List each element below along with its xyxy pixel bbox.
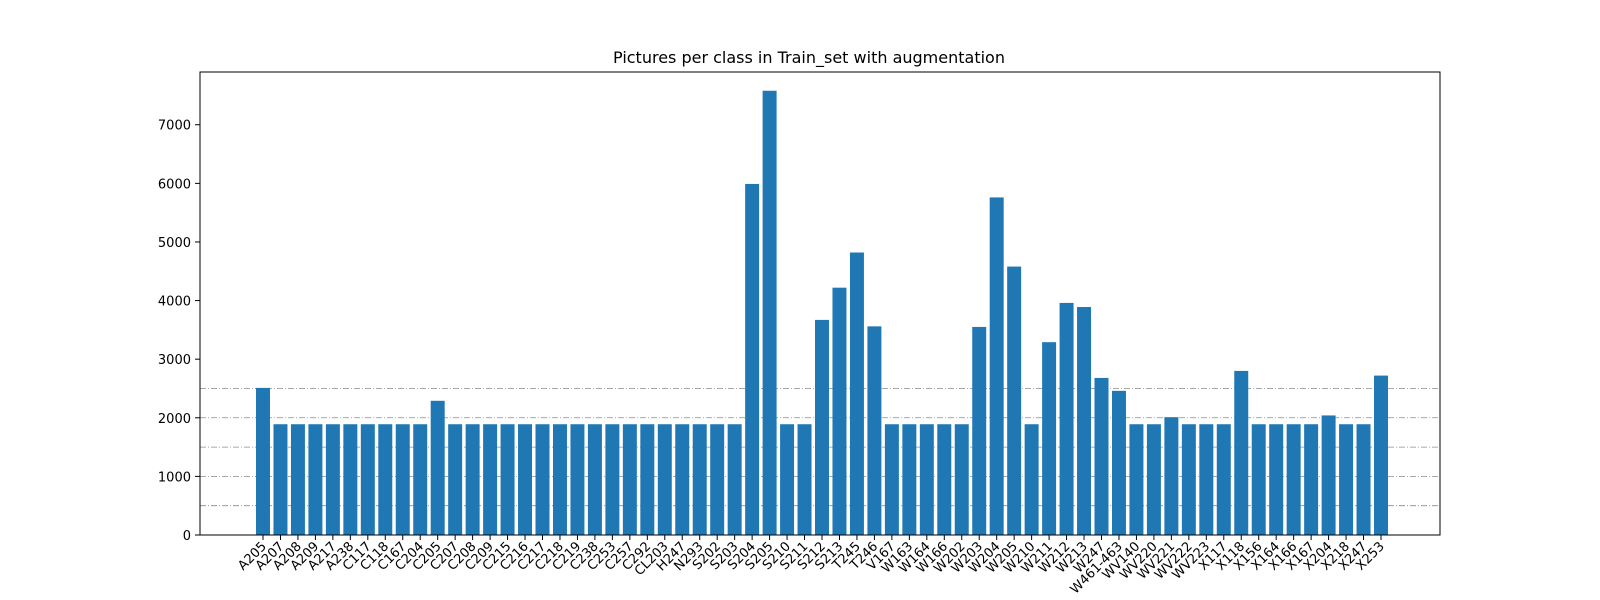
- bar: [1234, 370, 1249, 535]
- bar: [290, 424, 305, 535]
- bar: [675, 424, 690, 535]
- bar: [1042, 342, 1057, 535]
- bar: [1216, 424, 1231, 535]
- bar: [657, 424, 672, 535]
- bar: [902, 424, 917, 535]
- bar: [954, 424, 969, 535]
- bar: [448, 424, 463, 535]
- bar: [1111, 390, 1126, 535]
- bar: [1304, 424, 1319, 535]
- bar: [797, 424, 812, 535]
- bar: [430, 400, 445, 535]
- bar: [465, 424, 480, 535]
- bar: [570, 424, 585, 535]
- y-axis: 0 1000 2000 3000 4000 5000 6000 7000: [158, 119, 200, 544]
- bar: [1339, 424, 1354, 535]
- bar: [605, 424, 620, 535]
- bar: [343, 424, 358, 535]
- bar: [273, 424, 288, 535]
- bar: [1251, 424, 1266, 535]
- bar: [849, 252, 864, 535]
- bar: [1321, 415, 1336, 535]
- bar: [518, 424, 533, 535]
- bar: [1286, 424, 1301, 535]
- bar: [919, 424, 934, 535]
- bar: [1199, 424, 1214, 535]
- bar: [640, 424, 655, 535]
- bar: [972, 326, 987, 535]
- bar: [552, 424, 567, 535]
- bar: [1077, 307, 1092, 535]
- y-tick-label: 0: [183, 529, 191, 544]
- bar: [1269, 424, 1284, 535]
- bar: [622, 424, 637, 535]
- bar: [325, 424, 340, 535]
- y-tick-label: 5000: [158, 236, 191, 251]
- y-tick-label: 6000: [158, 177, 191, 192]
- bar: [535, 424, 550, 535]
- bar: [1356, 424, 1371, 535]
- bar: [710, 424, 725, 535]
- bar: [500, 424, 515, 535]
- bar: [1094, 377, 1109, 535]
- bar: [815, 319, 829, 535]
- chart-title: Pictures per class in Train_set with aug…: [613, 48, 1005, 68]
- bar: [587, 424, 602, 535]
- y-tick-label: 7000: [158, 119, 191, 134]
- bar: [378, 424, 393, 535]
- bar: [483, 424, 498, 535]
- bar: [832, 287, 847, 535]
- bar: [884, 424, 899, 535]
- bar: [692, 424, 707, 535]
- bar: [256, 387, 270, 535]
- bar: [867, 326, 882, 535]
- plot-frame: [199, 71, 1441, 536]
- bar: [395, 424, 410, 535]
- bar: [727, 424, 742, 535]
- bar: [413, 424, 428, 535]
- bar: [762, 90, 777, 535]
- bar: [1374, 375, 1388, 535]
- bar: [1181, 424, 1196, 535]
- bar: [780, 424, 795, 535]
- bar: [989, 197, 1004, 536]
- bar: [1024, 424, 1039, 535]
- y-tick-label: 4000: [158, 295, 191, 310]
- bar: [1059, 302, 1074, 535]
- y-tick-label: 2000: [158, 412, 191, 427]
- bar: [937, 424, 952, 535]
- bar: [1129, 424, 1144, 535]
- bar: [1007, 266, 1022, 535]
- y-tick-label: 1000: [158, 470, 191, 485]
- bar: [745, 183, 760, 535]
- y-tick-label: 3000: [158, 353, 191, 368]
- bar: [308, 424, 323, 535]
- bar: [1146, 424, 1161, 535]
- bars: [256, 90, 1388, 536]
- bar: [1164, 417, 1179, 535]
- bar: [360, 424, 375, 535]
